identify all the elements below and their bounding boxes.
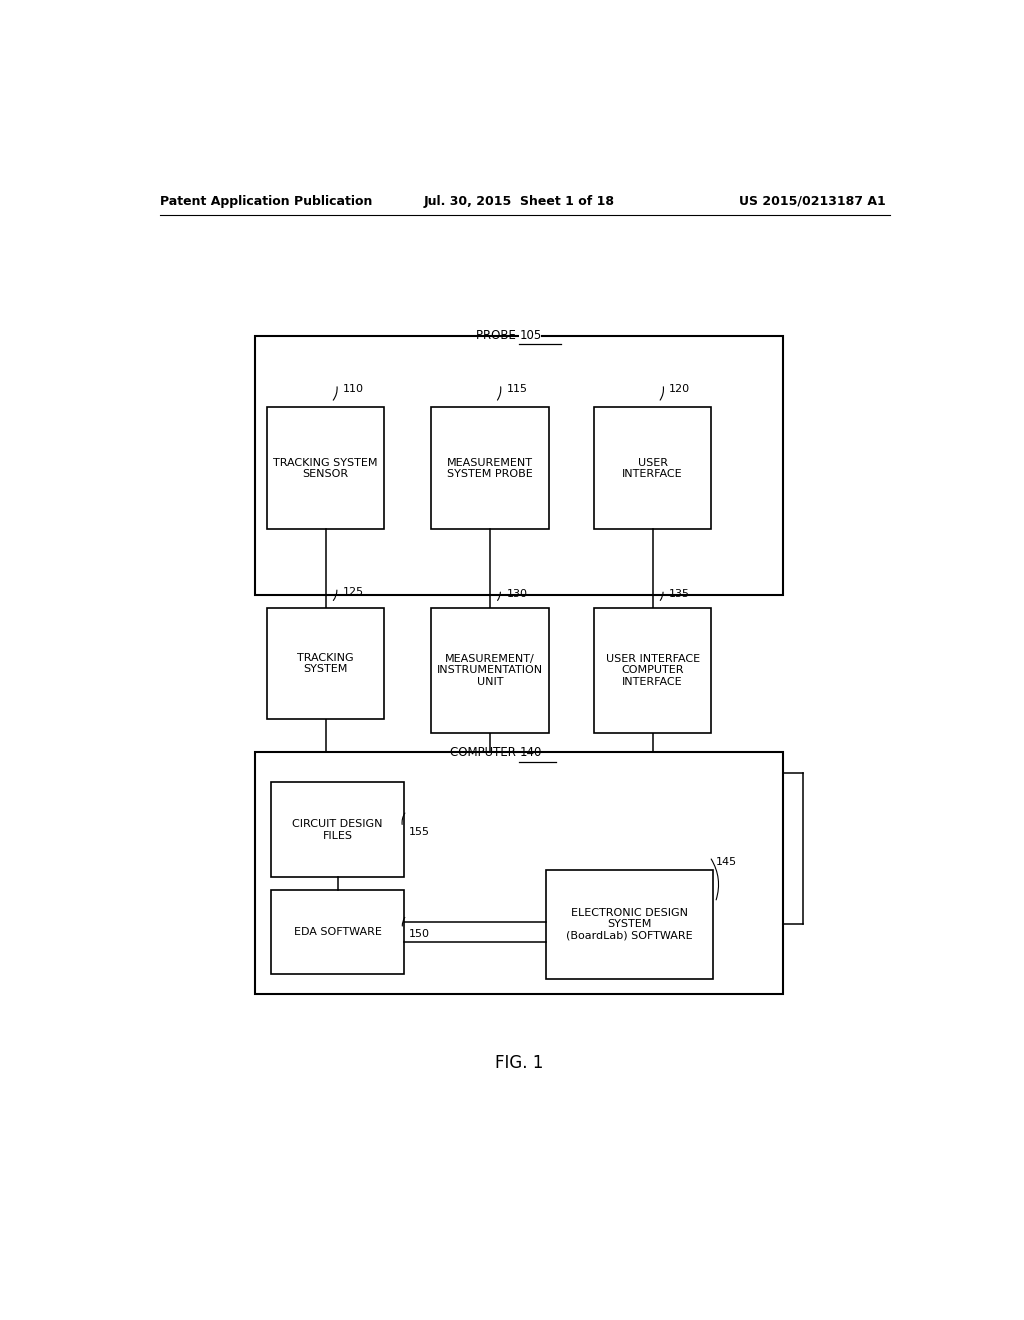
Text: USER
INTERFACE: USER INTERFACE <box>623 458 683 479</box>
Text: 130: 130 <box>507 590 527 599</box>
Text: 115: 115 <box>507 384 527 395</box>
Text: FIG. 1: FIG. 1 <box>495 1053 544 1072</box>
Text: TRACKING SYSTEM
SENSOR: TRACKING SYSTEM SENSOR <box>273 458 378 479</box>
Bar <box>270 783 404 876</box>
Bar <box>594 607 712 733</box>
Text: TRACKING
SYSTEM: TRACKING SYSTEM <box>297 653 354 675</box>
Text: 125: 125 <box>343 587 365 598</box>
Text: Jul. 30, 2015  Sheet 1 of 18: Jul. 30, 2015 Sheet 1 of 18 <box>424 194 614 207</box>
Text: ELECTRONIC DESIGN
SYSTEM
(BoardLab) SOFTWARE: ELECTRONIC DESIGN SYSTEM (BoardLab) SOFT… <box>566 908 693 941</box>
Text: 155: 155 <box>409 828 430 837</box>
Bar <box>431 408 549 529</box>
Text: MEASUREMENT
SYSTEM PROBE: MEASUREMENT SYSTEM PROBE <box>446 458 532 479</box>
Text: 120: 120 <box>670 384 690 395</box>
Text: 145: 145 <box>716 857 737 867</box>
Bar <box>255 337 782 595</box>
Text: COMPUTER: COMPUTER <box>450 747 519 759</box>
Bar <box>594 408 712 529</box>
Text: 105: 105 <box>519 329 542 342</box>
Text: USER INTERFACE
COMPUTER
INTERFACE: USER INTERFACE COMPUTER INTERFACE <box>605 653 699 686</box>
Bar <box>267 408 384 529</box>
Bar <box>255 752 782 994</box>
Text: CIRCUIT DESIGN
FILES: CIRCUIT DESIGN FILES <box>292 818 383 841</box>
Text: Patent Application Publication: Patent Application Publication <box>160 194 372 207</box>
Text: MEASUREMENT/
INSTRUMENTATION
UNIT: MEASUREMENT/ INSTRUMENTATION UNIT <box>437 653 543 686</box>
Bar <box>270 890 404 974</box>
Text: 150: 150 <box>409 929 430 939</box>
Bar <box>546 870 713 978</box>
Text: 135: 135 <box>670 590 690 599</box>
Text: EDA SOFTWARE: EDA SOFTWARE <box>294 927 382 937</box>
Text: PROBE: PROBE <box>475 329 519 342</box>
Text: US 2015/0213187 A1: US 2015/0213187 A1 <box>739 194 886 207</box>
Bar <box>431 607 549 733</box>
Text: 110: 110 <box>343 384 365 395</box>
Text: 140: 140 <box>519 747 542 759</box>
Bar <box>267 607 384 719</box>
